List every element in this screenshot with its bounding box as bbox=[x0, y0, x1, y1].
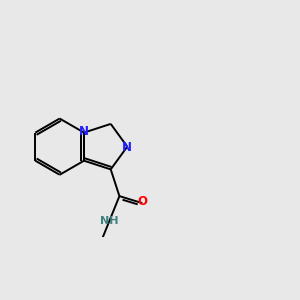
Text: N: N bbox=[79, 125, 89, 138]
Text: NH: NH bbox=[100, 216, 118, 226]
Text: N: N bbox=[122, 141, 132, 154]
Text: O: O bbox=[137, 195, 147, 208]
